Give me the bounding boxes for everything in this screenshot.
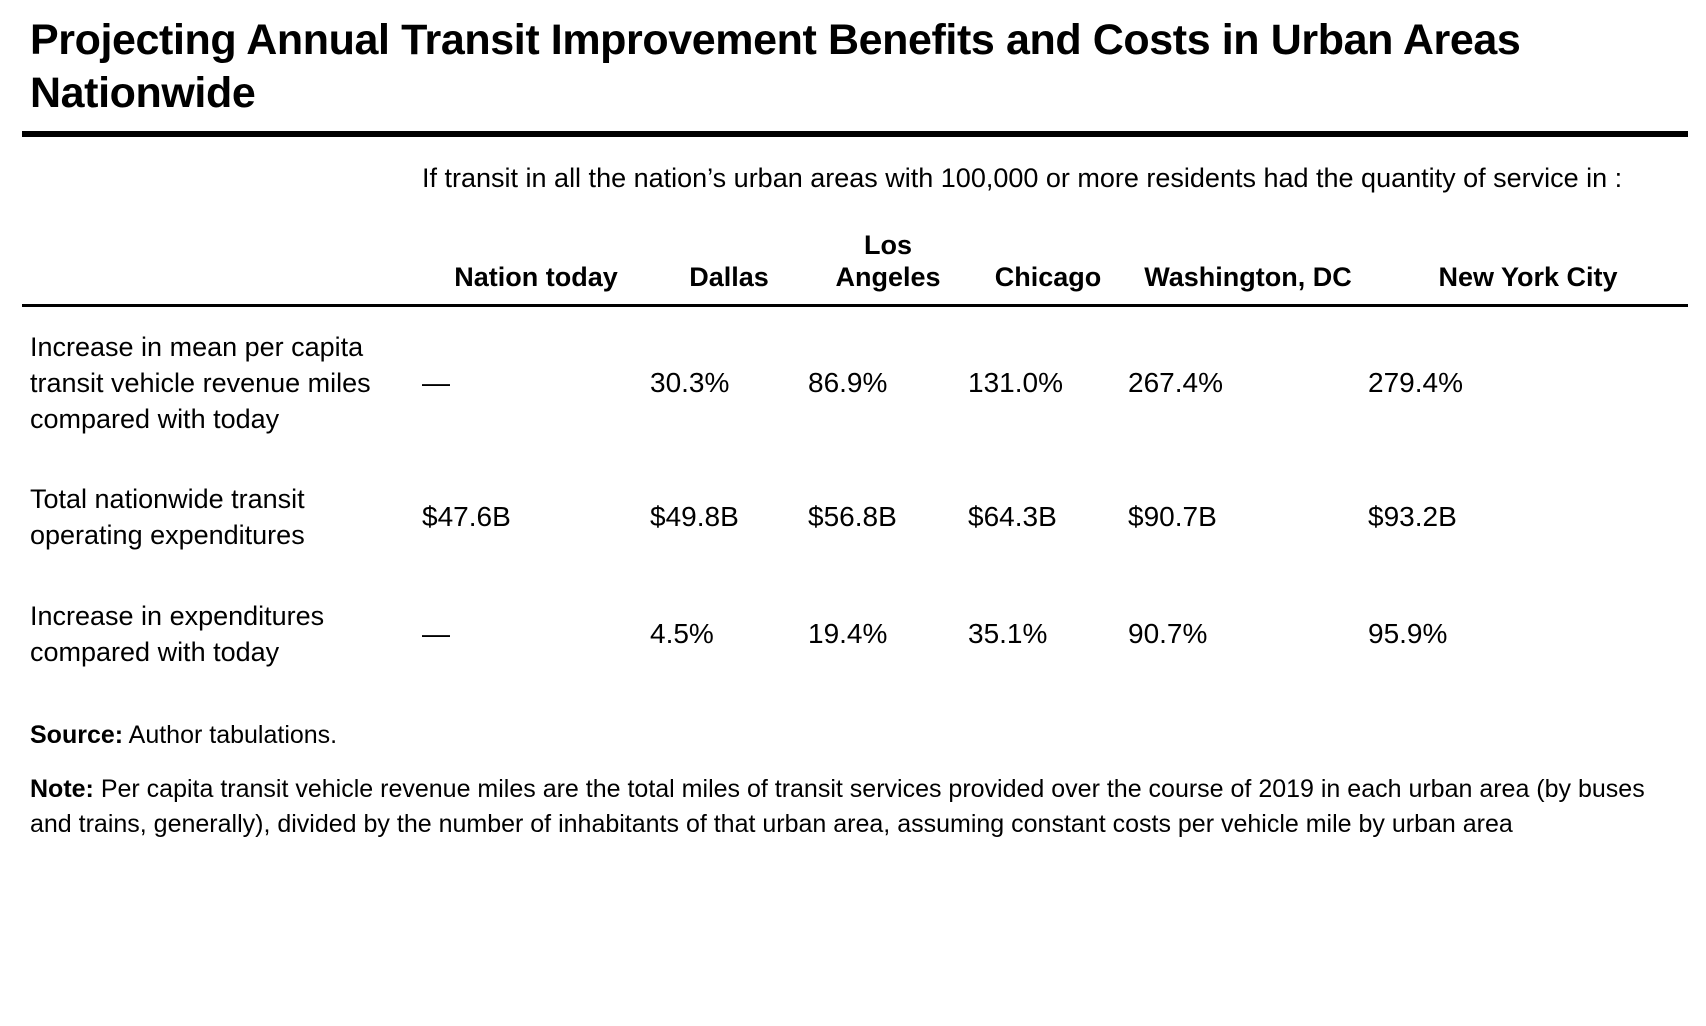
cell-revenue-miles-chicago: 131.0% (968, 366, 1063, 398)
source-text: Author tabulations. (123, 720, 338, 749)
column-header-washington-dc: Washington, DC (1144, 262, 1352, 293)
table-header-divider-cell (22, 303, 1688, 307)
note-label: Note: (30, 775, 94, 804)
column-header-los-angeles-line1: Los (863, 229, 912, 260)
note-block: Note: Per capita transit vehicle revenue… (30, 772, 1650, 841)
cell-operating-expenditures-los-angeles: $56.8B (808, 501, 897, 533)
row-label-increase-expenditures: Increase in expenditures compared with t… (30, 600, 325, 667)
cell-operating-expenditures-nation-today: $47.6B (422, 501, 511, 533)
row-label-revenue-miles: Increase in mean per capita transit vehi… (30, 331, 371, 435)
table-header-row: Nation today Dallas Los Angeles Chicago … (22, 203, 1688, 304)
cell-revenue-miles-washington-dc: 267.4% (1128, 366, 1223, 398)
column-header-blank (22, 203, 422, 304)
cell-operating-expenditures-chicago: $64.3B (968, 501, 1057, 533)
column-header-dallas: Dallas (689, 262, 769, 293)
cell-revenue-miles-new-york-city: 279.4% (1368, 366, 1463, 398)
table-row: Increase in expenditures compared with t… (22, 576, 1688, 692)
cell-increase-expenditures-new-york-city: 95.9% (1368, 617, 1448, 649)
footnotes: Source: Author tabulations. Note: Per ca… (30, 718, 1650, 842)
column-header-chicago: Chicago (994, 262, 1102, 293)
subtitle-spacer (22, 137, 422, 203)
table-subtitle: If transit in all the nation’s urban are… (422, 162, 1623, 193)
column-header-los-angeles-line2: Angeles (835, 262, 941, 293)
cell-revenue-miles-los-angeles: 86.9% (808, 366, 888, 398)
cell-operating-expenditures-dallas: $49.8B (650, 501, 739, 533)
column-header-los-angeles: Los Angeles (808, 203, 968, 304)
column-header-new-york-city: New York City (1438, 262, 1618, 293)
cell-increase-expenditures-los-angeles: 19.4% (808, 617, 888, 649)
title-divider (22, 130, 1688, 137)
cell-increase-expenditures-dallas: 4.5% (650, 617, 714, 649)
cell-operating-expenditures-new-york-city: $93.2B (1368, 501, 1457, 533)
cell-increase-expenditures-nation-today: — (422, 617, 450, 649)
cell-operating-expenditures-washington-dc: $90.7B (1128, 501, 1217, 533)
note-text: Per capita transit vehicle revenue miles… (30, 775, 1645, 838)
cell-increase-expenditures-chicago: 35.1% (968, 617, 1048, 649)
table-row: Increase in mean per capita transit vehi… (22, 307, 1688, 460)
cell-revenue-miles-dallas: 30.3% (650, 366, 730, 398)
data-table: If transit in all the nation’s urban are… (22, 137, 1688, 692)
source-note: Source: Author tabulations. (30, 718, 1650, 753)
cell-increase-expenditures-washington-dc: 90.7% (1128, 617, 1208, 649)
cell-revenue-miles-nation-today: — (422, 366, 450, 398)
row-label-operating-expenditures: Total nationwide transit operating expen… (30, 484, 305, 551)
table-header-divider-row (22, 303, 1688, 307)
table-subtitle-row: If transit in all the nation’s urban are… (22, 137, 1688, 203)
page-title: Projecting Annual Transit Improvement Be… (30, 16, 1521, 118)
source-label: Source: (30, 720, 124, 749)
table-header-divider (22, 303, 1688, 307)
table-row: Total nationwide transit operating expen… (22, 459, 1688, 575)
column-header-nation-today: Nation today (454, 262, 618, 293)
